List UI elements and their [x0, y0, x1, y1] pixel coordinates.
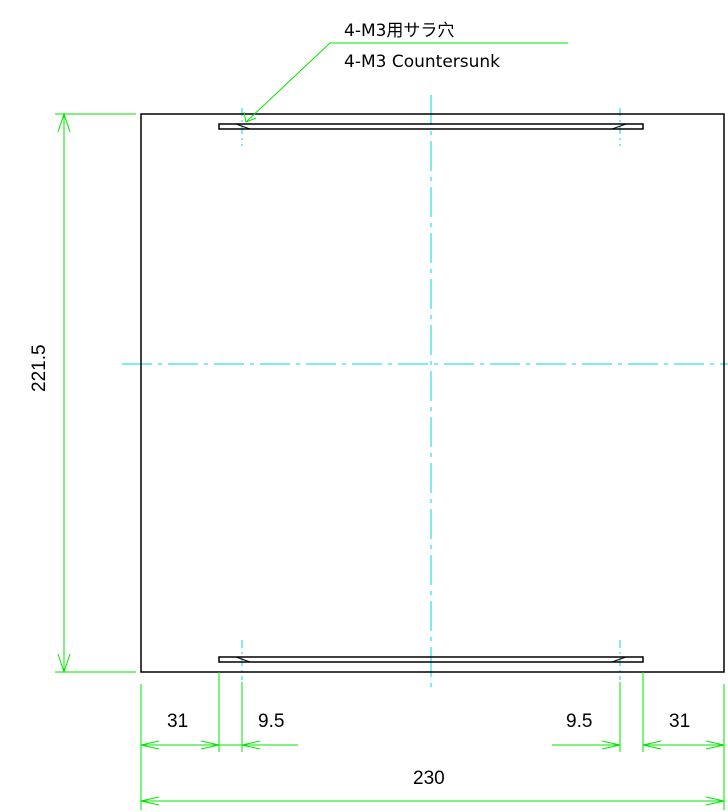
top-slot-countersink-right	[611, 123, 627, 130]
dim-31-right-label: 31	[669, 711, 690, 732]
bottom-slot-countersink-left	[235, 656, 251, 663]
dim-9.5-left-label: 9.5	[258, 711, 284, 732]
top-slot-countersink-left	[235, 123, 251, 130]
arrow-9.5l	[241, 740, 261, 750]
centerlines	[122, 95, 728, 688]
top-slot	[218, 123, 644, 130]
arrow-31r-start	[642, 740, 662, 750]
arrow-230-start	[140, 796, 160, 806]
arrow-230-end	[705, 796, 725, 806]
dim-9.5-right-label: 9.5	[566, 711, 592, 732]
dim-31-left-label: 31	[167, 711, 188, 732]
dim-height-label: 221.5	[29, 344, 50, 392]
bottom-slot	[218, 656, 644, 663]
bottom-slot-countersink-right	[611, 656, 627, 663]
arrow-height-top	[57, 112, 71, 133]
note-leader-line	[245, 42, 568, 123]
dim-230-label: 230	[413, 768, 445, 789]
arrow-31r-end	[705, 740, 725, 750]
arrow-height-bottom	[57, 653, 71, 674]
arrow-leader	[243, 111, 257, 123]
arrow-9.5r	[601, 740, 621, 750]
dimension-lines	[55, 42, 725, 810]
part-outline	[140, 113, 725, 673]
panel-rectangle	[140, 113, 725, 673]
note-line-1: 4-M3用サラ穴	[344, 21, 454, 41]
arrowheads	[57, 111, 725, 806]
arrow-31l-end	[200, 740, 220, 750]
note-line-2: 4-M3 Countersunk	[344, 52, 500, 72]
arrow-31l-start	[140, 740, 160, 750]
